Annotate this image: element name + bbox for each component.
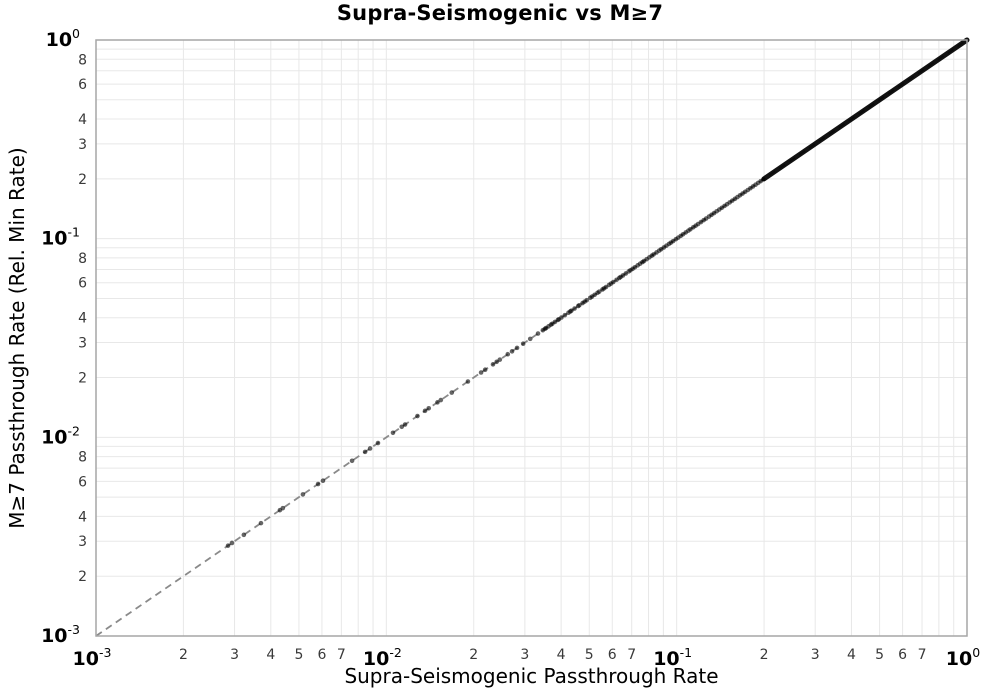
scatter-point [562,312,568,318]
scatter-point [509,349,515,354]
scatter-point [520,341,526,347]
y-minor-tick-label: 4 [78,311,87,327]
x-major-tick-label: 10-2 [363,645,402,670]
x-minor-tick-label: 3 [520,647,529,663]
x-minor-tick-label: 7 [627,647,636,663]
scatter-point [505,351,511,357]
chart-title: Supra-Seismogenic vs M≥7 [336,1,664,25]
x-minor-tick-label: 3 [811,647,820,663]
y-minor-tick-label: 4 [78,509,87,525]
x-minor-tick-label: 4 [847,647,856,663]
x-minor-tick-label: 6 [898,647,907,663]
scatter-point [258,520,264,526]
x-minor-tick-label: 3 [230,647,239,663]
scatter-point [611,279,616,285]
scatter-point [422,408,428,414]
x-major-tick-label: 10-3 [73,645,112,670]
x-major-tick-label: 10-1 [653,645,692,670]
x-minor-tick-label: 5 [294,647,303,663]
y-minor-tick-label: 4 [78,112,87,128]
y-minor-tick-label: 3 [78,336,87,352]
scatter-point [449,390,455,395]
y-minor-tick-label: 2 [78,371,87,387]
scatter-point [315,481,321,487]
y-minor-tick-label: 8 [78,450,87,466]
scatter-point [362,449,368,455]
y-minor-tick-label: 6 [78,77,87,93]
scatter-point [514,345,520,351]
x-minor-tick-label: 2 [179,647,188,663]
x-minor-tick-label: 6 [608,647,617,663]
x-minor-tick-label: 4 [557,647,566,663]
y-major-tick-label: 10-2 [41,423,80,448]
scatter-point [320,478,326,483]
x-minor-tick-label: 5 [585,647,594,663]
x-major-tick-label: 100 [946,645,980,670]
y-minor-tick-label: 8 [78,251,87,267]
x-minor-tick-label: 5 [875,647,884,663]
scatter-point [390,430,396,436]
scatter-point [435,400,440,405]
scatter-point [241,532,247,538]
x-minor-tick-label: 6 [317,647,326,663]
x-minor-tick-label: 7 [337,647,346,663]
y-minor-tick-label: 3 [78,534,87,550]
x-minor-tick-label: 4 [266,647,275,663]
scatter-point [349,458,355,464]
scatter-point [584,297,590,303]
scatter-point [535,331,541,336]
scatter-point [300,492,306,497]
y-major-tick-label: 10-3 [41,622,80,647]
scatter-point [367,446,373,451]
scatter-point [596,289,602,294]
scatter-point [402,422,408,427]
y-minor-tick-label: 2 [78,172,87,188]
plot-border [95,39,968,637]
scatter-point [438,397,444,403]
x-minor-tick-label: 7 [918,647,927,663]
scatter-point [490,362,496,367]
scatter-point [577,302,582,308]
y-major-tick-label: 100 [46,26,80,51]
scatter-point [375,440,381,446]
scatter-point [415,413,420,419]
y-minor-tick-label: 8 [78,52,87,68]
y-major-tick-label: 10-1 [41,225,80,250]
x-minor-tick-label: 2 [760,647,769,663]
scatter-point [426,406,432,411]
x-minor-tick-label: 2 [469,647,478,663]
x-axis-label: Supra-Seismogenic Passthrough Rate [344,664,719,688]
y-minor-tick-label: 3 [78,137,87,153]
scatter-point [527,336,533,342]
scatter-point [478,370,484,375]
scatter-point [465,379,471,384]
scatter-point [572,306,577,311]
scatter-point [399,424,405,430]
scatter-point [497,357,503,362]
y-minor-tick-label: 6 [78,276,87,292]
scatter-point [225,543,231,548]
scatter-point [482,367,488,372]
scatter-point [229,540,235,546]
y-minor-tick-label: 2 [78,569,87,585]
scatter-point [280,505,286,511]
y-minor-tick-label: 6 [78,474,87,490]
dense-point-band [761,37,970,182]
scatter-point [559,315,564,320]
